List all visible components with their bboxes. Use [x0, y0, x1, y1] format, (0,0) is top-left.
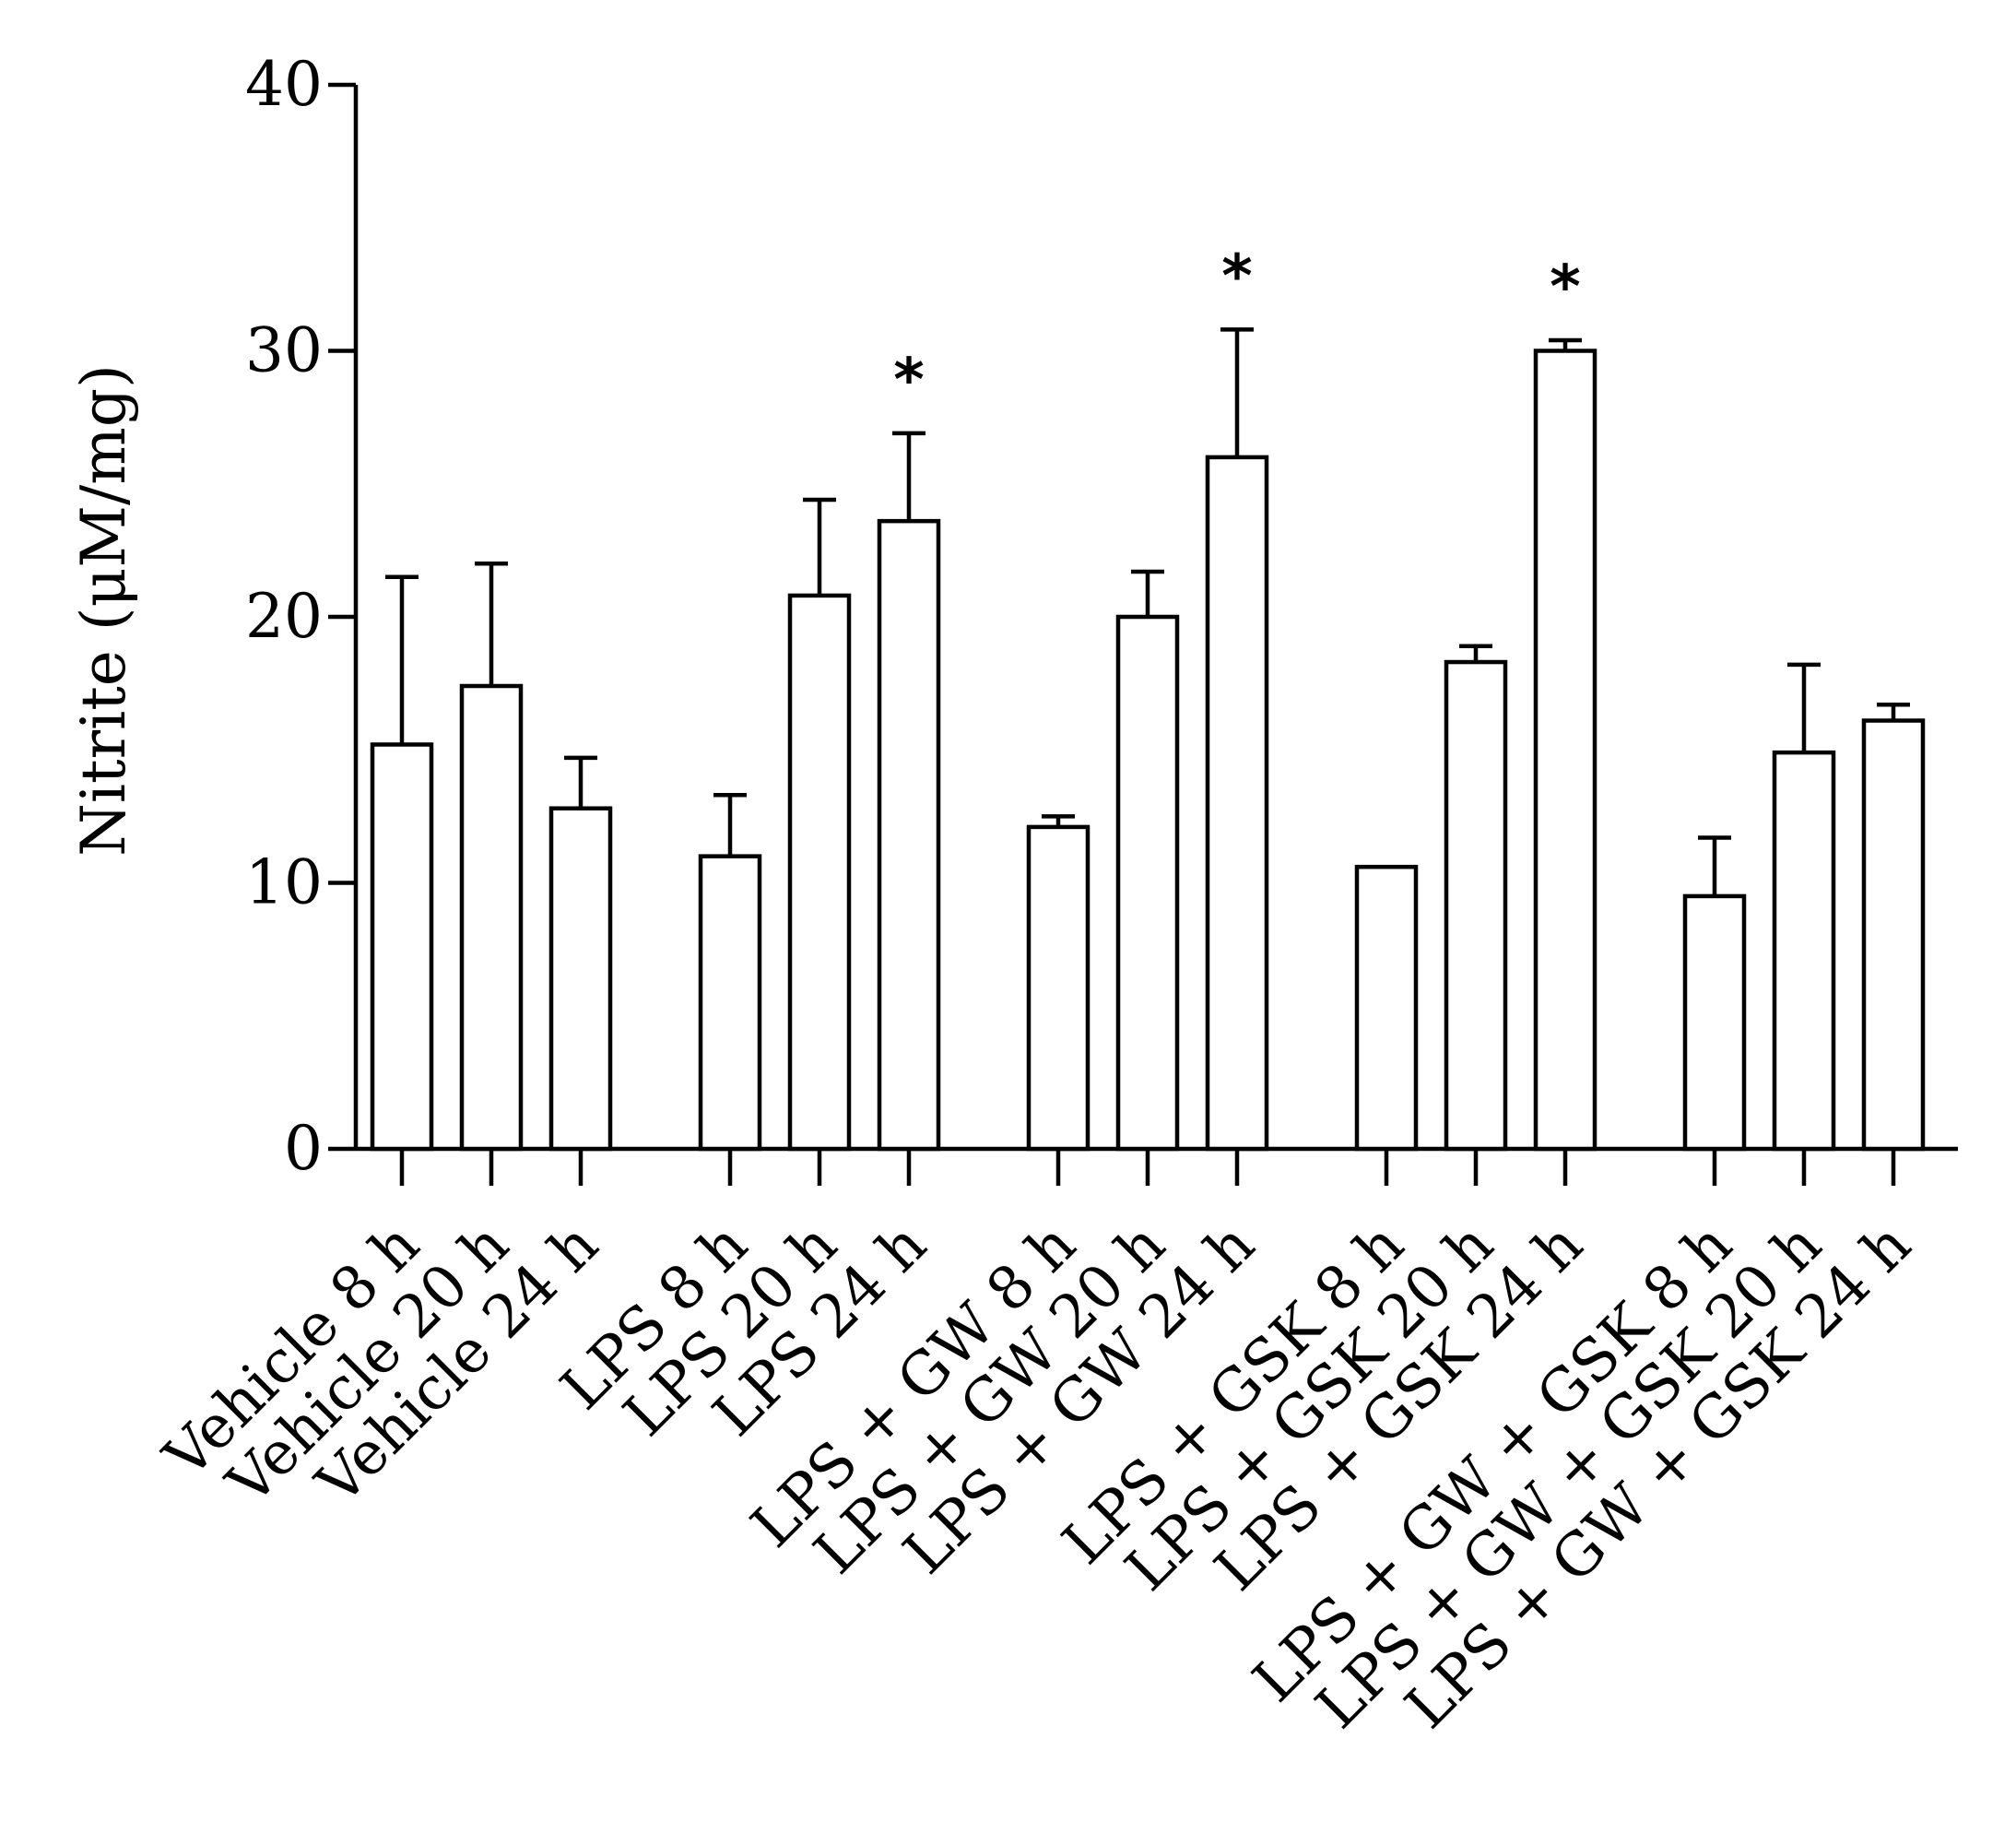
- significance-marker: *: [893, 347, 924, 415]
- bar: [698, 854, 762, 1152]
- bar: [1205, 455, 1269, 1152]
- significance-marker: *: [1550, 254, 1580, 322]
- y-tick-label: 0: [284, 1113, 323, 1184]
- bar: [1115, 614, 1180, 1152]
- significance-marker: *: [1221, 242, 1252, 311]
- y-tick-label: 30: [245, 315, 323, 386]
- bar: [1026, 824, 1091, 1152]
- bar: [1682, 893, 1747, 1152]
- bar: [1772, 750, 1836, 1152]
- bar: [548, 806, 613, 1152]
- bar: [1354, 864, 1419, 1152]
- bar: [877, 518, 941, 1152]
- bar: [370, 742, 434, 1152]
- y-tick-label: 10: [245, 847, 323, 918]
- axes: 0 10 20 30 40: [245, 49, 1958, 1186]
- bar: [1861, 718, 1926, 1152]
- y-tick-label: 40: [245, 49, 323, 120]
- y-tick-label: 20: [245, 581, 323, 652]
- bar: [1533, 349, 1597, 1152]
- bars: * * *: [370, 242, 1926, 1152]
- y-axis-label: Nitrite (μM/mg): [68, 364, 139, 857]
- bar: [787, 593, 852, 1152]
- bar: [1444, 659, 1508, 1152]
- bar: [459, 683, 524, 1152]
